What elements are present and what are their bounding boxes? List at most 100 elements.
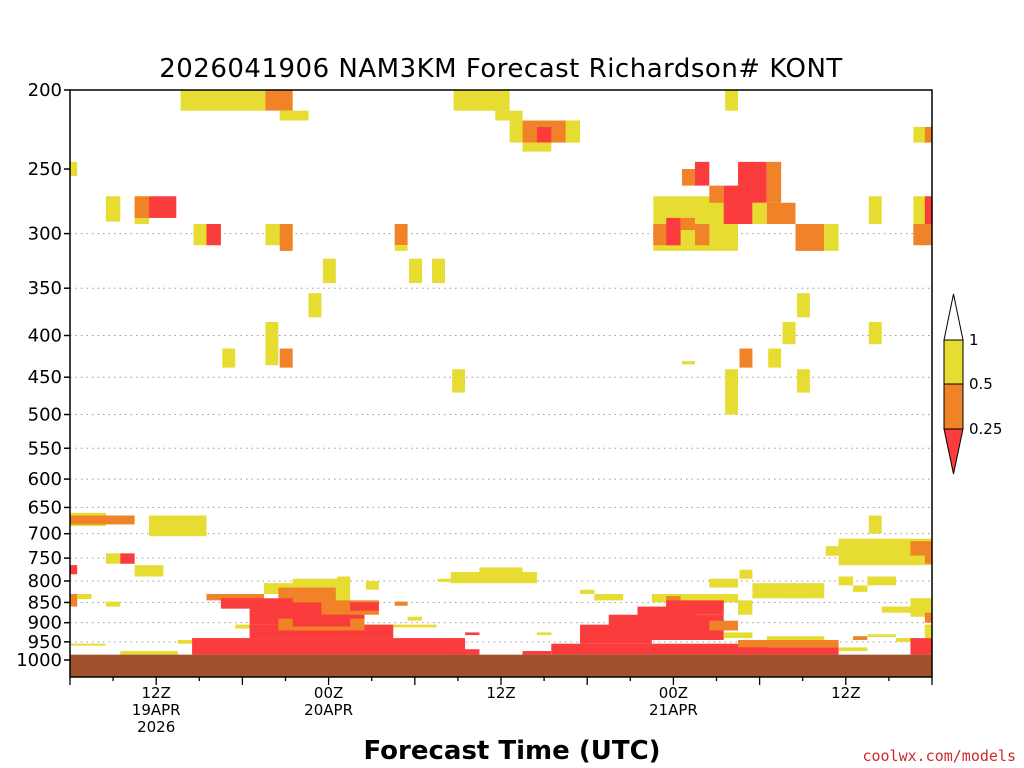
ground-layer: [70, 654, 932, 677]
heatmap-cell: [881, 606, 925, 613]
heatmap-cell: [694, 602, 724, 611]
heatmap-cell: [796, 293, 810, 318]
heatmap-cell: [105, 553, 121, 564]
heatmap-cell: [105, 601, 121, 607]
heatmap-cell: [551, 643, 767, 655]
heatmap-cell: [580, 589, 595, 595]
heatmap-cell: [782, 321, 796, 345]
heatmap-cell: [536, 126, 552, 143]
heatmap-cell: [479, 567, 523, 577]
heatmap-cell: [896, 638, 911, 642]
heatmap-cell: [394, 245, 408, 251]
heatmap-cell: [738, 600, 753, 615]
heatmap-cell: [913, 224, 932, 246]
heatmap-cell: [180, 90, 266, 111]
heatmap-cell: [924, 612, 932, 623]
heatmap-cell: [910, 555, 932, 564]
y-tick-label: 550: [28, 438, 62, 459]
y-tick-label: 950: [28, 632, 62, 653]
heatmap-cell: [666, 217, 681, 246]
heatmap-cell: [768, 348, 782, 368]
y-tick-label: 200: [28, 80, 62, 101]
heatmap-cell: [910, 598, 932, 617]
heatmap-cell: [70, 161, 78, 177]
x-tick-label: 20APR: [304, 701, 353, 719]
colorbar-lower-arrow: [943, 428, 964, 475]
heatmap-cell: [437, 578, 451, 582]
heatmap-cell: [70, 594, 78, 607]
x-tick-label: 19APR: [132, 701, 181, 719]
heatmap-cell: [279, 348, 293, 368]
y-tick-label: 350: [28, 278, 62, 299]
heatmap-cell: [149, 196, 177, 218]
heatmap-cell: [365, 580, 379, 590]
heatmap-cell: [292, 614, 351, 627]
heatmap-cell: [192, 638, 466, 655]
x-tick-label: 2026: [137, 718, 175, 736]
heatmap-cell: [825, 546, 839, 556]
heatmap-cell: [70, 565, 78, 575]
colorbar-label: 0.25: [969, 420, 1002, 438]
heatmap-cell: [766, 636, 825, 640]
x-tick-label: 12Z: [486, 684, 515, 702]
heatmap-cell: [409, 258, 422, 284]
heatmap-cell: [781, 589, 810, 599]
heatmap-cell: [868, 196, 882, 225]
heatmap-cell: [206, 594, 264, 601]
heatmap-cell: [149, 515, 207, 537]
x-tick-label: 00Z: [314, 684, 343, 702]
heatmap-cell: [265, 321, 279, 366]
x-axis-label: Forecast Time (UTC): [363, 736, 660, 766]
heatmap-cell: [265, 90, 293, 111]
heatmap-cell: [651, 594, 739, 603]
heatmap-cell: [725, 90, 739, 111]
x-tick-label: 00Z: [659, 684, 688, 702]
y-tick-label: 400: [28, 325, 62, 346]
heatmap-cell: [134, 196, 150, 218]
heatmap-cell: [738, 647, 839, 655]
credit-text: coolwx.com/models: [862, 747, 1016, 765]
heatmap-cell: [694, 224, 710, 246]
heatmap-cell: [680, 217, 695, 231]
heatmap-cell: [120, 553, 135, 564]
heatmap-cell: [709, 620, 739, 631]
heatmap-cell: [522, 651, 552, 655]
heatmap-cell: [725, 369, 739, 415]
colorbar-label: 0.5: [969, 375, 993, 393]
heatmap-cell: [495, 110, 523, 121]
y-axis: 200 250 300 350 400 450 500 550 600 650 700 7508008…: [16, 80, 70, 671]
y-tick-label: 300: [28, 224, 62, 245]
y-tick-label: 450: [28, 367, 62, 388]
heatmap-cell: [709, 185, 724, 203]
heatmap-cell: [924, 624, 932, 639]
heatmap-cell: [407, 616, 422, 621]
heatmap-cell: [739, 348, 753, 368]
heatmap-cell: [709, 578, 739, 588]
colorbar-legend: 1 0.5 0.25: [943, 293, 1002, 475]
heatmap-cell: [279, 224, 293, 251]
heatmap-cell: [322, 258, 336, 284]
heatmap-cell: [739, 569, 753, 579]
plot-area: [69, 89, 933, 678]
heatmap-cell: [738, 639, 839, 648]
heatmap-cell: [77, 594, 92, 600]
y-tick-label: 700: [28, 524, 62, 545]
heatmap-cell: [868, 321, 882, 345]
heatmap-cell: [924, 548, 932, 564]
x-tick-label: 21APR: [649, 701, 698, 719]
y-tick-label: 1000: [16, 650, 62, 671]
colorbar-upper-arrow: [943, 293, 964, 341]
heatmap-cell: [738, 161, 767, 203]
heatmap-cell: [796, 369, 810, 393]
heatmap-cell: [868, 515, 882, 534]
heatmap-cell: [394, 601, 408, 606]
y-tick-label: 500: [28, 405, 62, 426]
heatmap-cell: [795, 224, 825, 251]
heatmap-cell: [421, 624, 437, 628]
heatmap-cell: [723, 632, 753, 639]
x-tick-label: 12Z: [142, 684, 171, 702]
y-tick-label: 650: [28, 497, 62, 518]
heatmap-cell: [350, 602, 379, 611]
heatmap-cell: [452, 369, 466, 393]
y-tick-label: 850: [28, 592, 62, 613]
